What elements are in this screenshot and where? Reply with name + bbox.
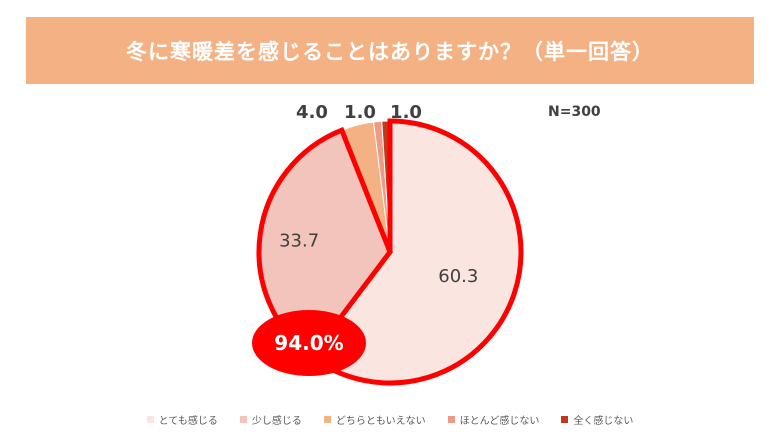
legend-swatch [239, 416, 247, 423]
legend-item: 全く感じない [561, 412, 633, 427]
chart-title: 冬に寒暖差を感じることはありますか？（単一回答） [126, 39, 654, 64]
legend-label: 少し感じる [251, 416, 302, 427]
legend-swatch [323, 416, 331, 423]
legend-item: ほとんど感じない [447, 412, 540, 427]
title-bar: 冬に寒暖差を感じることはありますか？（単一回答） [26, 17, 754, 84]
slice-labels: 60.3 33.7 4.0 1.0 1.0 [279, 102, 478, 287]
slice-value-label: 33.7 [279, 231, 319, 252]
legend-swatch [447, 416, 455, 423]
legend-label: ほとんど感じない [459, 416, 540, 427]
legend-item: とても感じる [146, 412, 218, 427]
slice-value-label: 60.3 [438, 266, 478, 287]
highlight-bubble [252, 310, 366, 376]
legend-label: どちらともいえない [335, 416, 426, 427]
slice-value-label: 1.0 [344, 102, 376, 123]
legend-item: 少し感じる [239, 412, 302, 427]
legend-swatch [146, 416, 154, 423]
slice-value-label: 1.0 [390, 102, 422, 123]
legend-label: とても感じる [158, 416, 218, 427]
highlight-total-label: 94.0% [274, 331, 343, 355]
sample-size-label: N=300 [548, 104, 601, 120]
legend-swatch [561, 416, 569, 423]
legend-item: どちらともいえない [323, 412, 426, 427]
slice-value-label: 4.0 [296, 102, 328, 123]
legend: とても感じる 少し感じる どちらともいえない ほとんど感じない 全く感じない [0, 412, 780, 427]
legend-label: 全く感じない [573, 416, 634, 427]
